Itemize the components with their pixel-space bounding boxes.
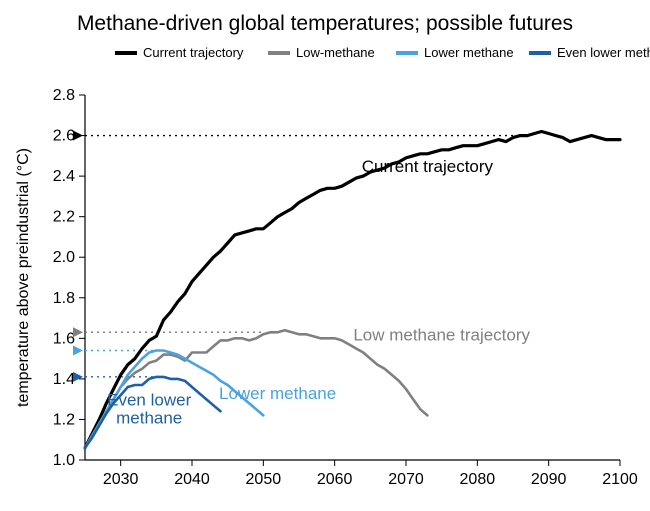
legend-label: Even lower methane	[557, 45, 650, 60]
y-tick-label: 2.6	[53, 128, 75, 145]
chart-container: Methane-driven global temperatures; poss…	[0, 0, 650, 511]
series-label-even_lower: methane	[116, 408, 182, 427]
series-label-lower: Lower methane	[219, 384, 336, 403]
x-tick-label: 2040	[174, 471, 210, 488]
y-tick-label: 2.2	[53, 209, 75, 226]
x-tick-label: 2090	[531, 471, 567, 488]
y-tick-label: 2.8	[53, 87, 75, 104]
legend-label: Low-methane	[296, 45, 375, 60]
x-tick-label: 2080	[460, 471, 496, 488]
y-axis-label: temperature above preindustrial (°C)	[15, 148, 32, 407]
legend-swatch	[115, 51, 137, 55]
legend-label: Current trajectory	[143, 45, 244, 60]
legend-label: Lower methane	[424, 45, 514, 60]
y-tick-label: 1.0	[53, 452, 75, 469]
y-tick-label: 1.4	[53, 371, 75, 388]
chart-title: Methane-driven global temperatures; poss…	[77, 12, 573, 35]
x-tick-label: 2070	[388, 471, 424, 488]
legend-swatch	[529, 51, 551, 55]
legend-swatch	[396, 51, 418, 55]
y-tick-label: 1.8	[53, 290, 75, 307]
x-tick-label: 2100	[602, 471, 638, 488]
series-label-low: Low methane trajectory	[353, 325, 530, 344]
y-tick-label: 1.6	[53, 330, 75, 347]
y-tick-label: 2.4	[53, 168, 75, 185]
series-label-even_lower: Even lower	[107, 390, 191, 409]
x-tick-label: 2030	[103, 471, 139, 488]
y-tick-label: 2.0	[53, 249, 75, 266]
legend-swatch	[268, 51, 290, 55]
y-tick-label: 1.2	[53, 411, 75, 428]
series-label-current: Current trajectory	[362, 157, 494, 176]
x-tick-label: 2060	[317, 471, 353, 488]
x-tick-label: 2050	[246, 471, 282, 488]
